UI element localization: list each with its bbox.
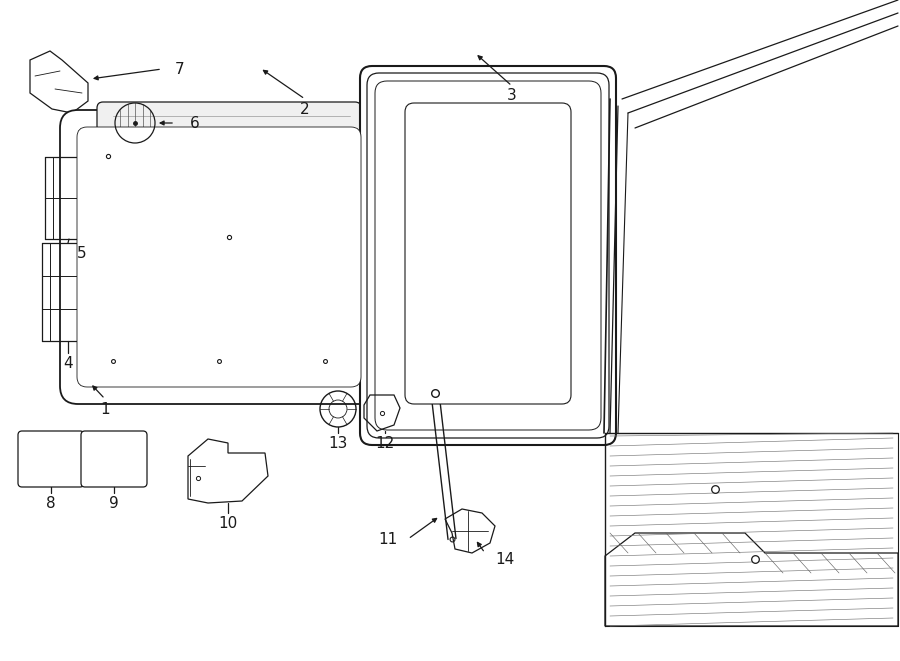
Text: 14: 14 [495, 551, 515, 566]
Text: 8: 8 [46, 496, 56, 510]
Text: 1: 1 [100, 401, 110, 416]
Text: 9: 9 [109, 496, 119, 510]
FancyBboxPatch shape [375, 81, 601, 430]
Text: 13: 13 [328, 436, 347, 451]
Text: 10: 10 [219, 516, 238, 531]
FancyBboxPatch shape [18, 431, 84, 487]
Text: 12: 12 [375, 436, 394, 451]
FancyBboxPatch shape [60, 110, 378, 404]
Text: 4: 4 [63, 356, 73, 371]
Text: 6: 6 [190, 116, 200, 130]
FancyBboxPatch shape [97, 102, 361, 132]
FancyBboxPatch shape [405, 103, 571, 404]
FancyBboxPatch shape [81, 431, 147, 487]
FancyBboxPatch shape [360, 66, 616, 445]
Text: 2: 2 [301, 102, 310, 116]
FancyBboxPatch shape [367, 73, 609, 438]
Text: 11: 11 [378, 531, 398, 547]
Text: 5: 5 [77, 245, 86, 260]
FancyBboxPatch shape [77, 127, 361, 387]
Text: 3: 3 [507, 89, 517, 104]
Text: 7: 7 [176, 61, 184, 77]
